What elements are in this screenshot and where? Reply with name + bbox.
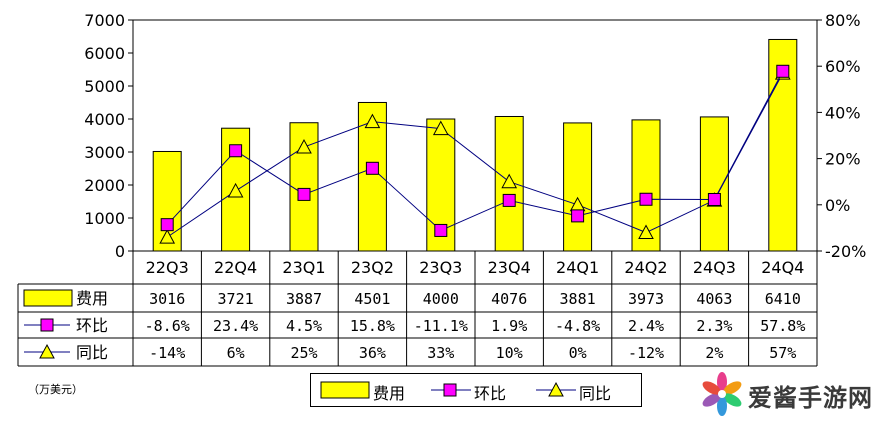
right-axis-tick-label: -20%: [825, 242, 866, 261]
category-label: 23Q1: [282, 258, 325, 277]
table-cell: 33%: [427, 344, 454, 362]
category-label: 24Q2: [624, 258, 667, 277]
marker-mom: [434, 223, 448, 237]
row-square-marker: [40, 318, 54, 332]
marker-yoy: [638, 224, 654, 240]
marker-yoy: [432, 120, 449, 136]
category-label: 23Q4: [488, 258, 531, 277]
marker-mom: [639, 192, 653, 206]
table-cell: 15.8%: [350, 317, 395, 335]
table-cell: 4.5%: [286, 317, 322, 335]
row-swatch-expense: [23, 289, 73, 307]
table-cell: 4501: [354, 290, 390, 308]
unit-note: （万美元）: [28, 383, 83, 396]
table-cell: -11.1%: [414, 317, 468, 335]
left-axis-tick-label: 1000: [84, 209, 125, 228]
left-axis-tick-label: 0: [115, 242, 125, 261]
marker-yoy: [364, 113, 381, 129]
legend-triangle-marker: [548, 381, 564, 397]
table-cell: 2.3%: [696, 317, 732, 335]
category-label: 24Q3: [693, 258, 736, 277]
table-cell: 6%: [227, 344, 245, 362]
marker-mom: [160, 218, 174, 232]
table-cell: 25%: [290, 344, 317, 362]
table-cell: 4063: [696, 290, 732, 308]
left-axis-tick-label: 2000: [84, 176, 125, 195]
pinwheel-logo-icon: [702, 372, 742, 416]
left-axis-tick-label: 5000: [84, 77, 125, 96]
marker-mom: [229, 144, 243, 158]
right-axis-tick-label: 80%: [825, 11, 861, 30]
legend-label-mom: 环比: [474, 384, 507, 403]
legend-label-expense: 费用: [373, 384, 406, 403]
left-axis-tick-label: 6000: [84, 44, 125, 63]
marker-yoy: [296, 138, 312, 154]
category-label: 24Q1: [556, 258, 599, 277]
bar-expense: [563, 122, 593, 252]
category-label: 23Q3: [419, 258, 462, 277]
bar-expense: [699, 116, 729, 252]
marker-mom: [502, 193, 516, 207]
right-axis-tick-label: 20%: [825, 150, 861, 169]
table-cell: 4076: [491, 290, 527, 308]
table-cell: 36%: [359, 344, 386, 362]
left-axis-tick-label: 4000: [84, 110, 125, 129]
table-cell: 3881: [560, 290, 596, 308]
right-axis-tick-label: 40%: [825, 103, 861, 122]
table-cell: -14%: [149, 344, 185, 362]
table-cell: 6410: [765, 290, 801, 308]
table-cell: 3721: [218, 290, 254, 308]
plot-area: 0 1000 2000 3000 4000 5000 6000 7000 -20% 0% 20% 40…: [84, 11, 866, 261]
table-cell: -4.8%: [555, 317, 600, 335]
table-cell: -8.6%: [145, 317, 190, 335]
table-cell: -12%: [628, 344, 664, 362]
right-axis-tick-label: 60%: [825, 57, 861, 76]
watermark: 爱酱手游网: [696, 370, 886, 420]
line-yoy: [166, 72, 784, 238]
table-cell: 57%: [769, 344, 796, 362]
table-cell: 2%: [705, 344, 723, 362]
marker-mom: [365, 161, 379, 175]
table-cell: 0%: [569, 344, 587, 362]
category-label: 23Q2: [351, 258, 394, 277]
legend-label-yoy: 同比: [579, 384, 612, 403]
marker-yoy: [227, 182, 244, 198]
legend-square-marker: [443, 383, 457, 397]
table-cell: 10%: [496, 344, 523, 362]
category-label: 22Q3: [146, 258, 189, 277]
category-label: 24Q4: [761, 258, 804, 277]
row-label-expense: 费用: [76, 289, 108, 308]
line-mom: [166, 71, 784, 232]
legend-bar-swatch: [320, 381, 370, 399]
category-label: 22Q4: [214, 258, 257, 277]
table-cell: 4000: [423, 290, 459, 308]
marker-mom: [571, 209, 585, 223]
table-cell: 1.9%: [491, 317, 527, 335]
watermark-text: 爱酱手游网: [748, 384, 873, 412]
table-cell: 3016: [149, 290, 185, 308]
table-cell: 23.4%: [213, 317, 258, 335]
table-cell: 3887: [286, 290, 322, 308]
legend: 费用 环比 同比: [310, 373, 642, 407]
marker-yoy: [159, 229, 176, 244]
marker-yoy: [501, 173, 518, 189]
table-cell: 57.8%: [760, 317, 805, 335]
table-cell: 2.4%: [628, 317, 664, 335]
data-table: 22Q3 22Q4 23Q1 23Q2 23Q3 23Q4 24Q1 24Q2 24Q3 24Q4…: [17, 251, 818, 367]
row-label-yoy: 同比: [76, 343, 108, 362]
marker-mom: [776, 64, 790, 78]
right-axis-tick-label: 0%: [825, 196, 850, 215]
row-label-mom: 环比: [76, 316, 108, 335]
table-cell: 3973: [628, 290, 664, 308]
left-axis-tick-label: 3000: [84, 143, 125, 162]
marker-mom: [707, 192, 721, 206]
marker-mom: [297, 187, 311, 201]
left-axis-tick-label: 7000: [84, 11, 125, 30]
row-triangle-marker: [39, 343, 55, 359]
